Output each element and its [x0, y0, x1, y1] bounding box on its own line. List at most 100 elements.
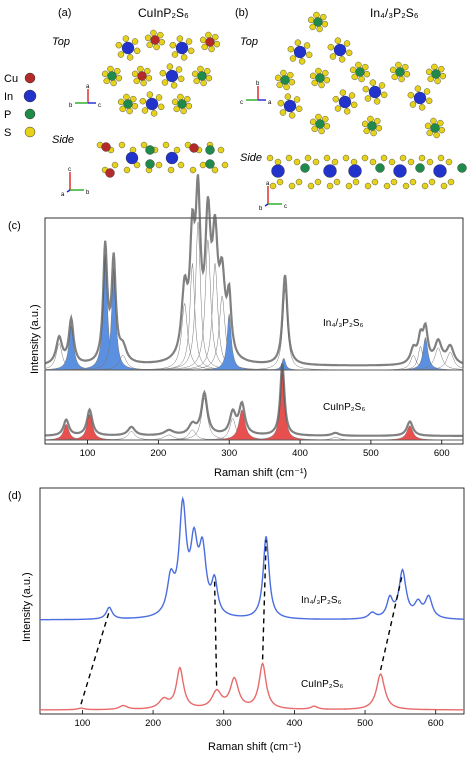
atom-p	[315, 119, 325, 129]
atom-p	[367, 121, 377, 131]
atom-s	[367, 115, 374, 123]
atom-s	[358, 75, 365, 83]
atom-s	[321, 20, 329, 28]
chart-c-ylabel: Intensity (a.u.)	[29, 304, 41, 374]
atom-s	[201, 43, 208, 51]
atom-s	[145, 74, 153, 82]
atom-s	[177, 75, 185, 83]
atom-p	[315, 73, 325, 83]
atom-s	[177, 161, 185, 169]
atom-s	[307, 16, 315, 24]
atom-s	[311, 125, 318, 133]
atom-s	[295, 178, 303, 186]
chart-d-shift-line	[80, 611, 110, 705]
chart-c-plot	[44, 174, 464, 441]
atom-s	[184, 95, 191, 103]
chart-d-series-2-label: CuInP₂S₆	[301, 679, 343, 690]
atom-s	[398, 75, 405, 83]
atom-s	[402, 182, 410, 190]
axis-arrow	[66, 189, 71, 193]
atom-in	[165, 151, 179, 165]
atom-in	[121, 41, 135, 55]
atom-s	[205, 74, 213, 82]
atom-s	[197, 65, 204, 73]
atom-s	[146, 41, 153, 49]
atom-s	[438, 65, 445, 73]
axis-triad-a-side: c b a	[61, 167, 90, 198]
atom-p	[280, 75, 290, 85]
panel-a-side-label: Side	[52, 134, 74, 146]
chart-c-x-tick-label: 300	[221, 448, 237, 459]
panel-b-label: (b)	[235, 7, 248, 19]
atom-cu	[205, 37, 215, 47]
atom-s	[103, 77, 110, 85]
atom-s	[430, 117, 437, 125]
chart-c-peak-component	[45, 367, 463, 441]
atom-p	[205, 145, 215, 155]
legend-label-s: S	[4, 127, 11, 139]
atom-s	[123, 93, 130, 101]
axis-letter: b	[256, 81, 260, 87]
panel-a-top-label: Top	[52, 36, 70, 48]
atom-s	[331, 158, 339, 166]
atom-s	[390, 178, 398, 186]
atom-s	[421, 182, 429, 190]
atom-s	[334, 37, 342, 44]
axis-letter: b	[86, 190, 90, 196]
atom-s	[211, 166, 219, 174]
atom-s	[361, 120, 369, 128]
atom-s	[276, 178, 284, 186]
atom-s	[311, 79, 318, 87]
atom-legend: Cu In PS	[4, 72, 37, 139]
atom-s	[309, 118, 317, 126]
atom-s	[204, 67, 211, 75]
legend-atom-cu	[24, 72, 36, 84]
atom-s	[378, 82, 386, 89]
axis-triad-b-top: b c a	[240, 81, 272, 106]
atom-s	[388, 158, 396, 166]
atom-s	[141, 107, 149, 114]
atom-s	[212, 33, 219, 41]
atom-s	[133, 47, 141, 55]
atom-s	[185, 102, 193, 110]
atom-s	[177, 93, 184, 101]
atom-s	[119, 105, 126, 113]
atom-s	[287, 71, 294, 79]
atom-s	[131, 102, 139, 110]
atom-s	[126, 107, 133, 115]
crystal-b-side-view	[266, 154, 467, 190]
atom-s	[322, 115, 329, 123]
atom-s	[445, 158, 453, 166]
atom-s	[284, 93, 292, 100]
atom-s	[110, 79, 117, 87]
atom-s	[169, 41, 177, 49]
chart-d-ylabel: Intensity (a.u.)	[21, 572, 33, 642]
chart-c-series-2-line	[45, 363, 463, 437]
atom-s	[133, 77, 140, 85]
atom-p	[145, 145, 155, 155]
atom-p	[300, 163, 310, 173]
atom-s	[437, 154, 445, 162]
atom-s	[162, 141, 170, 149]
chart-d-series-1-label: In₄/₃P₂S₆	[301, 595, 342, 606]
atom-s	[315, 67, 322, 75]
panel-b-title: In₄/₃P₂S₆	[370, 6, 419, 20]
atom-s	[199, 36, 207, 44]
atom-s	[309, 23, 316, 31]
atom-s	[418, 154, 426, 162]
atom-s	[383, 182, 391, 190]
atom-s	[180, 54, 188, 61]
atom-s	[305, 51, 313, 59]
axis-letter: a	[268, 100, 272, 106]
atom-s	[117, 51, 125, 58]
atom-s	[171, 98, 179, 106]
chart-d-x-tick-label: 100	[74, 718, 90, 729]
atom-s	[166, 63, 174, 70]
atom-s	[402, 63, 409, 71]
atom-s	[117, 98, 125, 106]
atom-s	[314, 178, 322, 186]
atom-s	[389, 66, 397, 74]
panel-d-frame	[39, 487, 465, 715]
atom-in	[368, 85, 382, 99]
chart-d-x-axis: 100 200 300 400 500 600	[74, 710, 444, 729]
